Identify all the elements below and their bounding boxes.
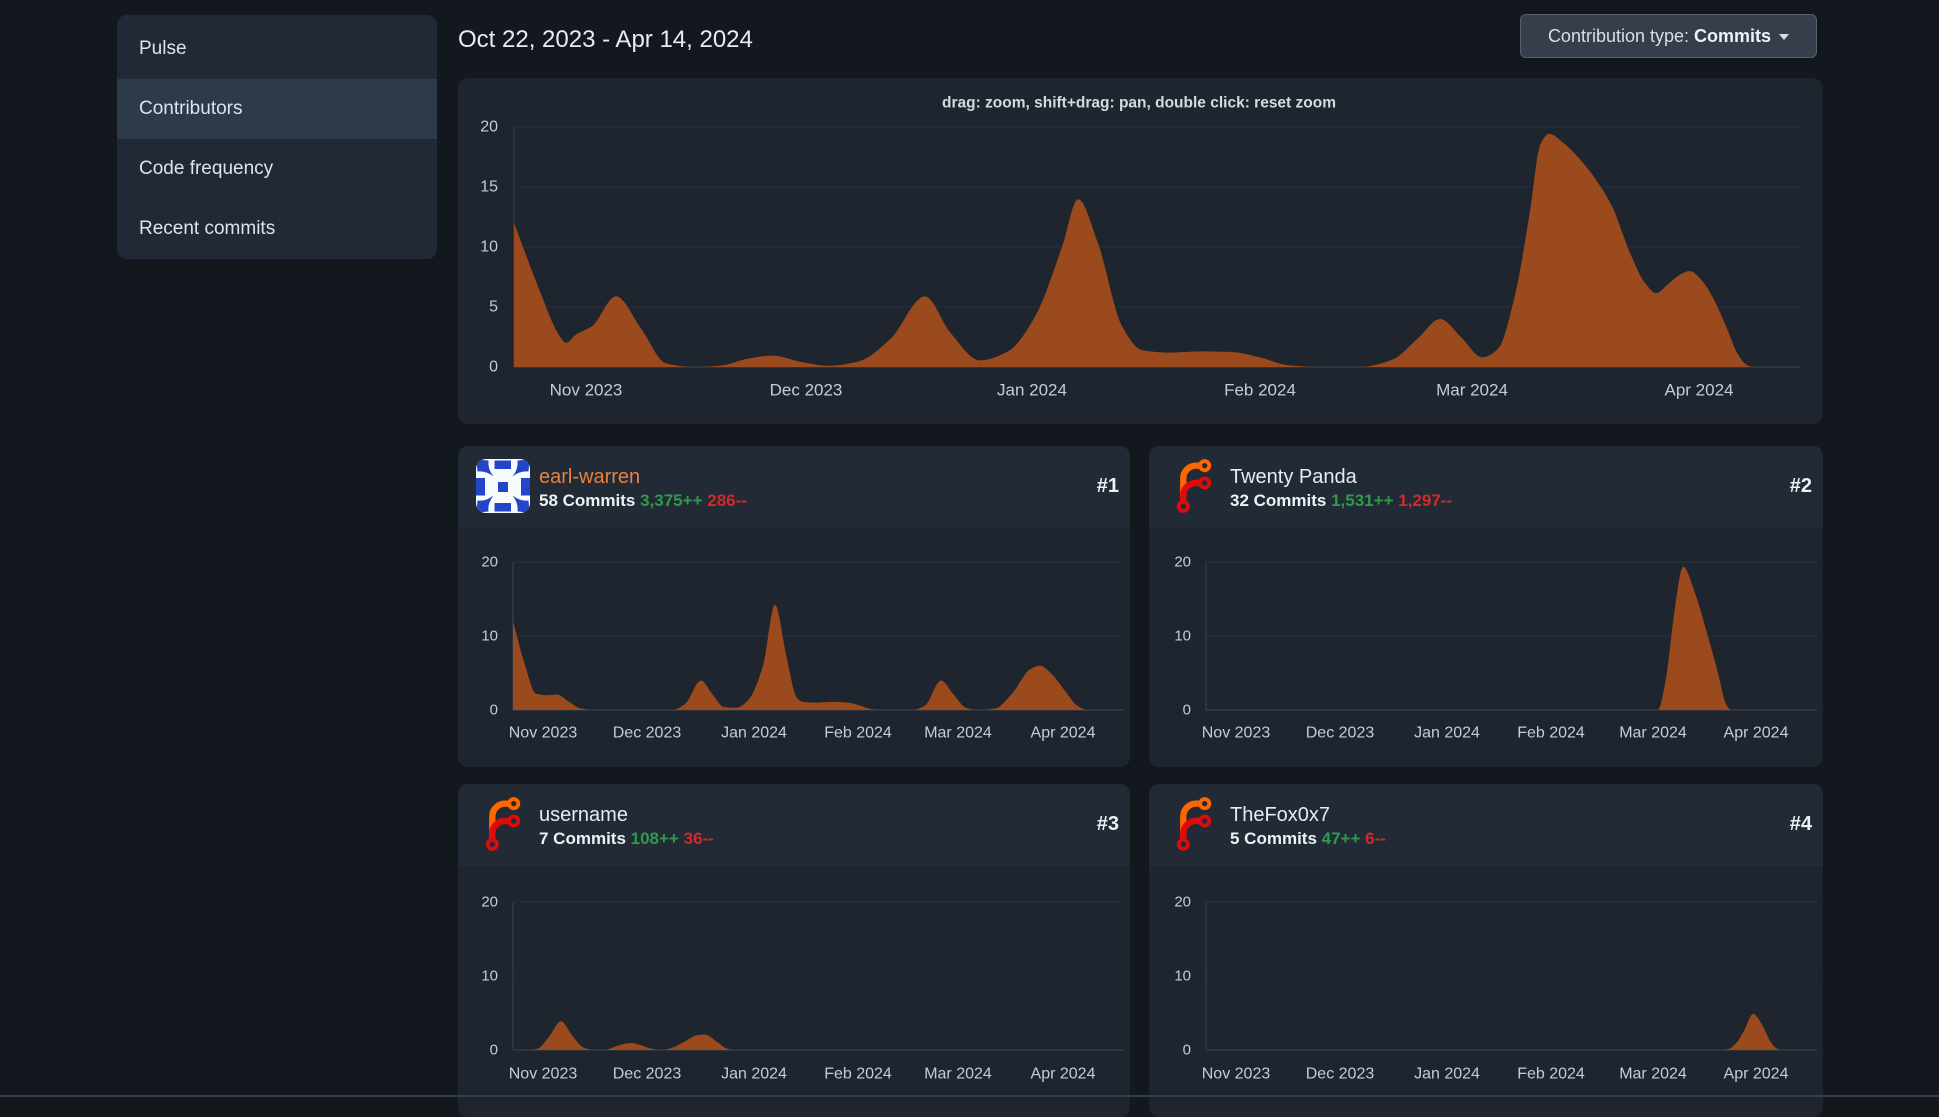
svg-text:Mar 2024: Mar 2024 [1619, 1066, 1687, 1083]
svg-text:Feb 2024: Feb 2024 [824, 725, 892, 742]
svg-text:0: 0 [490, 702, 498, 719]
svg-text:20: 20 [480, 119, 498, 136]
svg-text:0: 0 [1183, 702, 1191, 719]
svg-text:Mar 2024: Mar 2024 [924, 725, 992, 742]
svg-text:Feb 2024: Feb 2024 [824, 1066, 892, 1083]
svg-text:drag: zoom, shift+drag: pan, d: drag: zoom, shift+drag: pan, double clic… [942, 95, 1336, 112]
svg-text:Jan 2024: Jan 2024 [1414, 725, 1480, 742]
svg-text:Jan 2024: Jan 2024 [721, 1066, 787, 1083]
svg-text:5: 5 [489, 299, 498, 316]
svg-text:Apr 2024: Apr 2024 [1724, 725, 1789, 742]
svg-text:Nov 2023: Nov 2023 [550, 381, 623, 400]
svg-text:Feb 2024: Feb 2024 [1517, 1066, 1585, 1083]
svg-text:Mar 2024: Mar 2024 [1619, 725, 1687, 742]
svg-text:Jan 2024: Jan 2024 [997, 381, 1067, 400]
svg-text:Nov 2023: Nov 2023 [509, 725, 578, 742]
svg-text:Apr 2024: Apr 2024 [1031, 725, 1096, 742]
svg-text:Apr 2024: Apr 2024 [1031, 1066, 1096, 1083]
svg-text:Dec 2023: Dec 2023 [613, 1066, 682, 1083]
svg-text:Dec 2023: Dec 2023 [1306, 725, 1375, 742]
svg-text:Jan 2024: Jan 2024 [721, 725, 787, 742]
svg-text:Mar 2024: Mar 2024 [924, 1066, 992, 1083]
svg-text:Apr 2024: Apr 2024 [1724, 1066, 1789, 1083]
svg-text:Jan 2024: Jan 2024 [1414, 1066, 1480, 1083]
svg-text:Mar 2024: Mar 2024 [1436, 381, 1508, 400]
svg-text:10: 10 [481, 968, 498, 985]
svg-text:10: 10 [1174, 968, 1191, 985]
svg-text:10: 10 [1174, 628, 1191, 645]
svg-text:0: 0 [490, 1042, 498, 1059]
svg-text:20: 20 [1174, 554, 1191, 571]
svg-text:0: 0 [489, 359, 498, 376]
svg-text:Apr 2024: Apr 2024 [1665, 381, 1734, 400]
svg-text:20: 20 [481, 554, 498, 571]
svg-text:10: 10 [481, 628, 498, 645]
svg-text:10: 10 [480, 239, 498, 256]
svg-text:Dec 2023: Dec 2023 [770, 381, 843, 400]
svg-text:0: 0 [1183, 1042, 1191, 1059]
svg-text:Nov 2023: Nov 2023 [509, 1066, 578, 1083]
svg-text:Dec 2023: Dec 2023 [1306, 1066, 1375, 1083]
svg-text:Dec 2023: Dec 2023 [613, 725, 682, 742]
svg-text:20: 20 [1174, 894, 1191, 911]
svg-text:Nov 2023: Nov 2023 [1202, 1066, 1271, 1083]
svg-text:20: 20 [481, 894, 498, 911]
svg-text:Feb 2024: Feb 2024 [1517, 725, 1585, 742]
svg-text:Feb 2024: Feb 2024 [1224, 381, 1296, 400]
svg-text:Nov 2023: Nov 2023 [1202, 725, 1271, 742]
svg-text:15: 15 [480, 179, 498, 196]
